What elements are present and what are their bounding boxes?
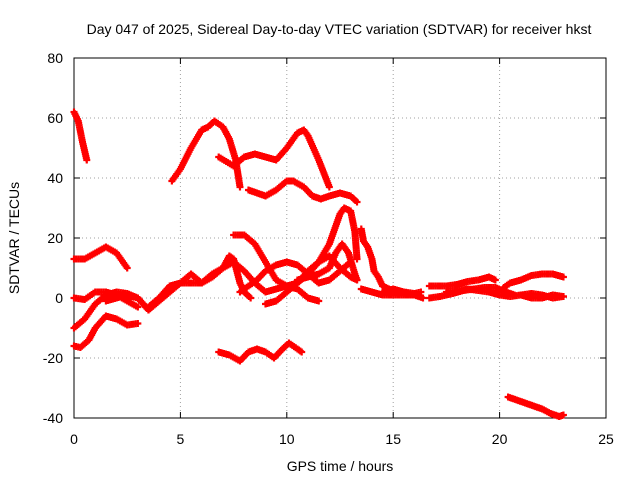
y-tick-label: -20 xyxy=(43,350,63,366)
data-point xyxy=(353,276,361,284)
data-point xyxy=(353,198,361,206)
series-s22 xyxy=(500,270,567,291)
data-point xyxy=(83,156,91,164)
y-tick-label: -40 xyxy=(43,410,63,426)
y-tick-label: 0 xyxy=(55,290,63,306)
series-s5 xyxy=(70,312,142,351)
series-s2 xyxy=(70,243,131,272)
data-point xyxy=(236,183,244,191)
data-point xyxy=(298,348,306,356)
series-s23 xyxy=(517,291,567,302)
data-point xyxy=(491,276,499,284)
series-s12 xyxy=(236,258,355,296)
x-tick-label: 0 xyxy=(70,431,78,447)
x-tick-label: 20 xyxy=(492,431,508,447)
x-tick-label: 10 xyxy=(279,431,295,447)
data-point xyxy=(559,411,567,419)
y-axis-label: SDTVAR / TECUs xyxy=(6,182,22,294)
y-tick-label: 20 xyxy=(47,230,63,246)
series-s9 xyxy=(215,126,333,191)
data-point xyxy=(559,273,567,281)
series-s14 xyxy=(293,240,361,284)
series-s18 xyxy=(379,285,425,297)
data-point xyxy=(134,320,142,327)
y-tick-label: 40 xyxy=(47,170,63,186)
data-point xyxy=(417,288,425,296)
data-point xyxy=(134,303,142,311)
series-s1 xyxy=(70,108,91,164)
y-tick-label: 80 xyxy=(47,50,63,66)
axes: 0 5 10 15 20 25 -40 -20 0 20 40 60 80 xyxy=(43,50,614,447)
data-point xyxy=(315,297,323,305)
y-tick-label: 60 xyxy=(47,110,63,126)
x-tick-label: 5 xyxy=(177,431,185,447)
data-point xyxy=(559,293,567,300)
series-s15 xyxy=(215,339,306,365)
series-layer xyxy=(70,108,567,420)
series-s7 xyxy=(144,252,255,311)
x-tick-label: 25 xyxy=(598,431,614,447)
series-s24 xyxy=(504,393,567,420)
x-tick-label: 15 xyxy=(385,431,401,447)
data-point xyxy=(325,183,333,191)
chart-title: Day 047 of 2025, Sidereal Day-to-day VTE… xyxy=(87,21,592,37)
data-point xyxy=(419,294,427,302)
series-s10 xyxy=(244,177,361,206)
data-point xyxy=(353,255,361,263)
series-s19 xyxy=(425,273,499,290)
x-axis-label: GPS time / hours xyxy=(287,458,394,474)
grid xyxy=(74,58,606,418)
data-point xyxy=(247,294,255,302)
data-point xyxy=(123,264,131,272)
